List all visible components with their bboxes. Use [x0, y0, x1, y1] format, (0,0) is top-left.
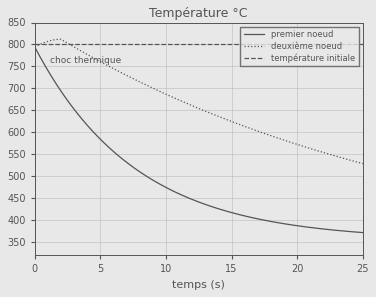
- Text: choc thermique: choc thermique: [50, 56, 121, 65]
- Title: Température °C: Température °C: [149, 7, 248, 20]
- Legend: premier noeud, deuxième noeud, température initiale: premier noeud, deuxième noeud, températu…: [240, 27, 359, 66]
- X-axis label: temps (s): temps (s): [172, 280, 225, 290]
